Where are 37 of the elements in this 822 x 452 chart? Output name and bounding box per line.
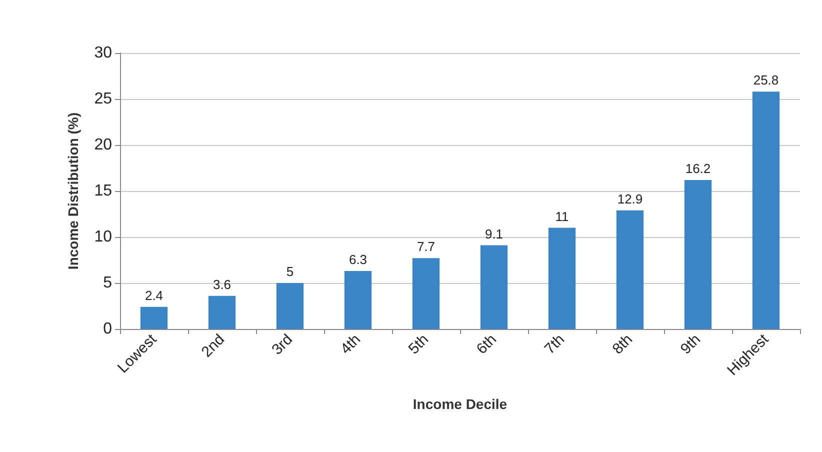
data-label: 3.6 <box>212 276 232 292</box>
x-tick-label: 8th <box>609 330 636 358</box>
y-axis-title: Income Distribution (%) <box>65 112 81 270</box>
bar <box>548 228 576 329</box>
data-label: 11 <box>555 208 569 224</box>
x-tick-label: 5th <box>405 330 432 358</box>
y-tick-label: 5 <box>103 274 112 292</box>
y-tick-label: 10 <box>94 228 112 246</box>
bar <box>140 306 168 329</box>
bar <box>208 296 236 329</box>
y-tick-label: 30 <box>94 44 112 62</box>
data-label: 12.9 <box>617 191 643 206</box>
data-label: 9.1 <box>484 226 504 242</box>
x-tick-label: 3rd <box>268 330 296 358</box>
y-tick-label: 20 <box>94 136 112 154</box>
data-label: 2.4 <box>144 288 164 303</box>
data-label: 6.3 <box>348 252 368 268</box>
data-label: 7.7 <box>416 239 436 254</box>
data-label: 25.8 <box>753 72 779 88</box>
bar <box>684 180 712 329</box>
x-axis-title: Income Decile <box>412 396 508 412</box>
y-tick-label: 25 <box>94 90 112 108</box>
x-tick-label: 2nd <box>198 330 228 361</box>
data-label: 5 <box>286 264 294 279</box>
bar <box>616 210 644 329</box>
bar <box>412 258 440 329</box>
y-tick-label: 15 <box>94 182 112 200</box>
x-tick-label: 6th <box>473 330 500 358</box>
bar <box>480 245 508 329</box>
bar <box>752 92 780 329</box>
x-tick-label: 9th <box>677 330 704 358</box>
bar <box>276 283 304 329</box>
x-tick-label: 4th <box>337 330 364 358</box>
data-label: 16.2 <box>685 160 711 176</box>
y-tick-label: 0 <box>103 320 112 338</box>
x-tick-label: 7th <box>541 330 568 358</box>
bar <box>344 271 372 329</box>
